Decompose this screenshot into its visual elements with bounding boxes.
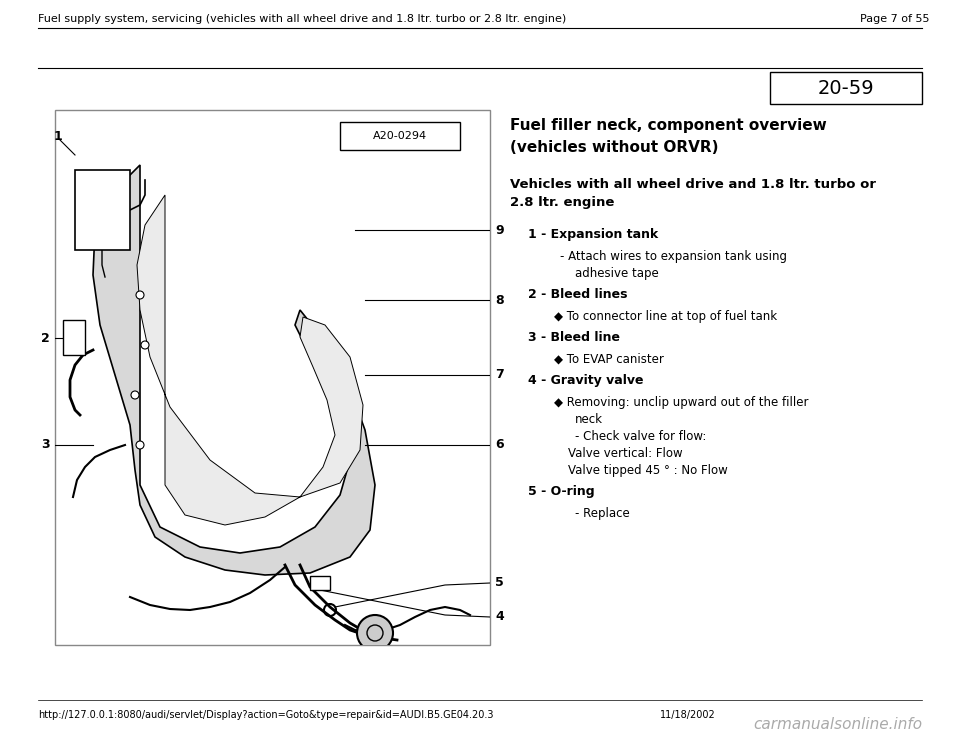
Bar [55, 110, 490, 645]
Text: neck: neck [575, 413, 603, 426]
Text: A20-0294: A20-0294 [372, 131, 427, 141]
Text: 1: 1 [54, 130, 62, 143]
Text: Page 7 of 55: Page 7 of 55 [860, 14, 930, 24]
Text: 6: 6 [495, 439, 504, 451]
Text: Vehicles with all wheel drive and 1.8 ltr. turbo or: Vehicles with all wheel drive and 1.8 lt… [510, 178, 876, 191]
Bar [770, 72, 922, 104]
Text: Valve tipped 45 ° : No Flow: Valve tipped 45 ° : No Flow [568, 464, 728, 477]
Text: carmanualsonline.info: carmanualsonline.info [753, 717, 922, 732]
Bar [310, 576, 330, 590]
Bar [63, 320, 85, 355]
Text: 5 - O-ring: 5 - O-ring [528, 485, 594, 498]
Text: 8: 8 [495, 294, 504, 306]
Text: 2 - Bleed lines: 2 - Bleed lines [528, 288, 628, 301]
Bar [75, 170, 130, 250]
Circle shape [136, 441, 144, 449]
Text: 9: 9 [495, 223, 504, 237]
Text: 1 - Expansion tank: 1 - Expansion tank [528, 228, 659, 241]
Text: ◆ Removing: unclip upward out of the filler: ◆ Removing: unclip upward out of the fil… [554, 396, 808, 409]
Text: Fuel supply system, servicing (vehicles with all wheel drive and 1.8 ltr. turbo : Fuel supply system, servicing (vehicles … [38, 14, 566, 24]
Text: - Check valve for flow:: - Check valve for flow: [575, 430, 707, 443]
Text: 4: 4 [495, 611, 504, 623]
Text: - Attach wires to expansion tank using: - Attach wires to expansion tank using [560, 250, 787, 263]
Circle shape [136, 291, 144, 299]
Text: ◆ To EVAP canister: ◆ To EVAP canister [554, 353, 664, 366]
Text: 3: 3 [40, 439, 49, 451]
Circle shape [357, 615, 393, 651]
Text: 7: 7 [495, 369, 504, 381]
Text: 11/18/2002: 11/18/2002 [660, 710, 716, 720]
Circle shape [131, 391, 139, 399]
Polygon shape [137, 195, 363, 525]
Text: 5: 5 [495, 577, 504, 589]
Text: Valve vertical: Flow: Valve vertical: Flow [568, 447, 683, 460]
Polygon shape [93, 165, 375, 575]
Circle shape [141, 341, 149, 349]
Text: - Replace: - Replace [575, 507, 630, 520]
Text: adhesive tape: adhesive tape [575, 267, 659, 280]
Bar [340, 122, 460, 150]
Text: Fuel filler neck, component overview: Fuel filler neck, component overview [510, 118, 827, 133]
Text: (vehicles without ORVR): (vehicles without ORVR) [510, 140, 718, 155]
Text: http://127.0.0.1:8080/audi/servlet/Display?action=Goto&type=repair&id=AUDI.B5.GE: http://127.0.0.1:8080/audi/servlet/Displ… [38, 710, 493, 720]
Text: 2: 2 [40, 332, 49, 344]
Text: 3 - Bleed line: 3 - Bleed line [528, 331, 620, 344]
Text: ◆ To connector line at top of fuel tank: ◆ To connector line at top of fuel tank [554, 310, 778, 323]
Text: 2.8 ltr. engine: 2.8 ltr. engine [510, 196, 614, 209]
Text: 4 - Gravity valve: 4 - Gravity valve [528, 374, 643, 387]
Text: 20-59: 20-59 [818, 79, 875, 97]
